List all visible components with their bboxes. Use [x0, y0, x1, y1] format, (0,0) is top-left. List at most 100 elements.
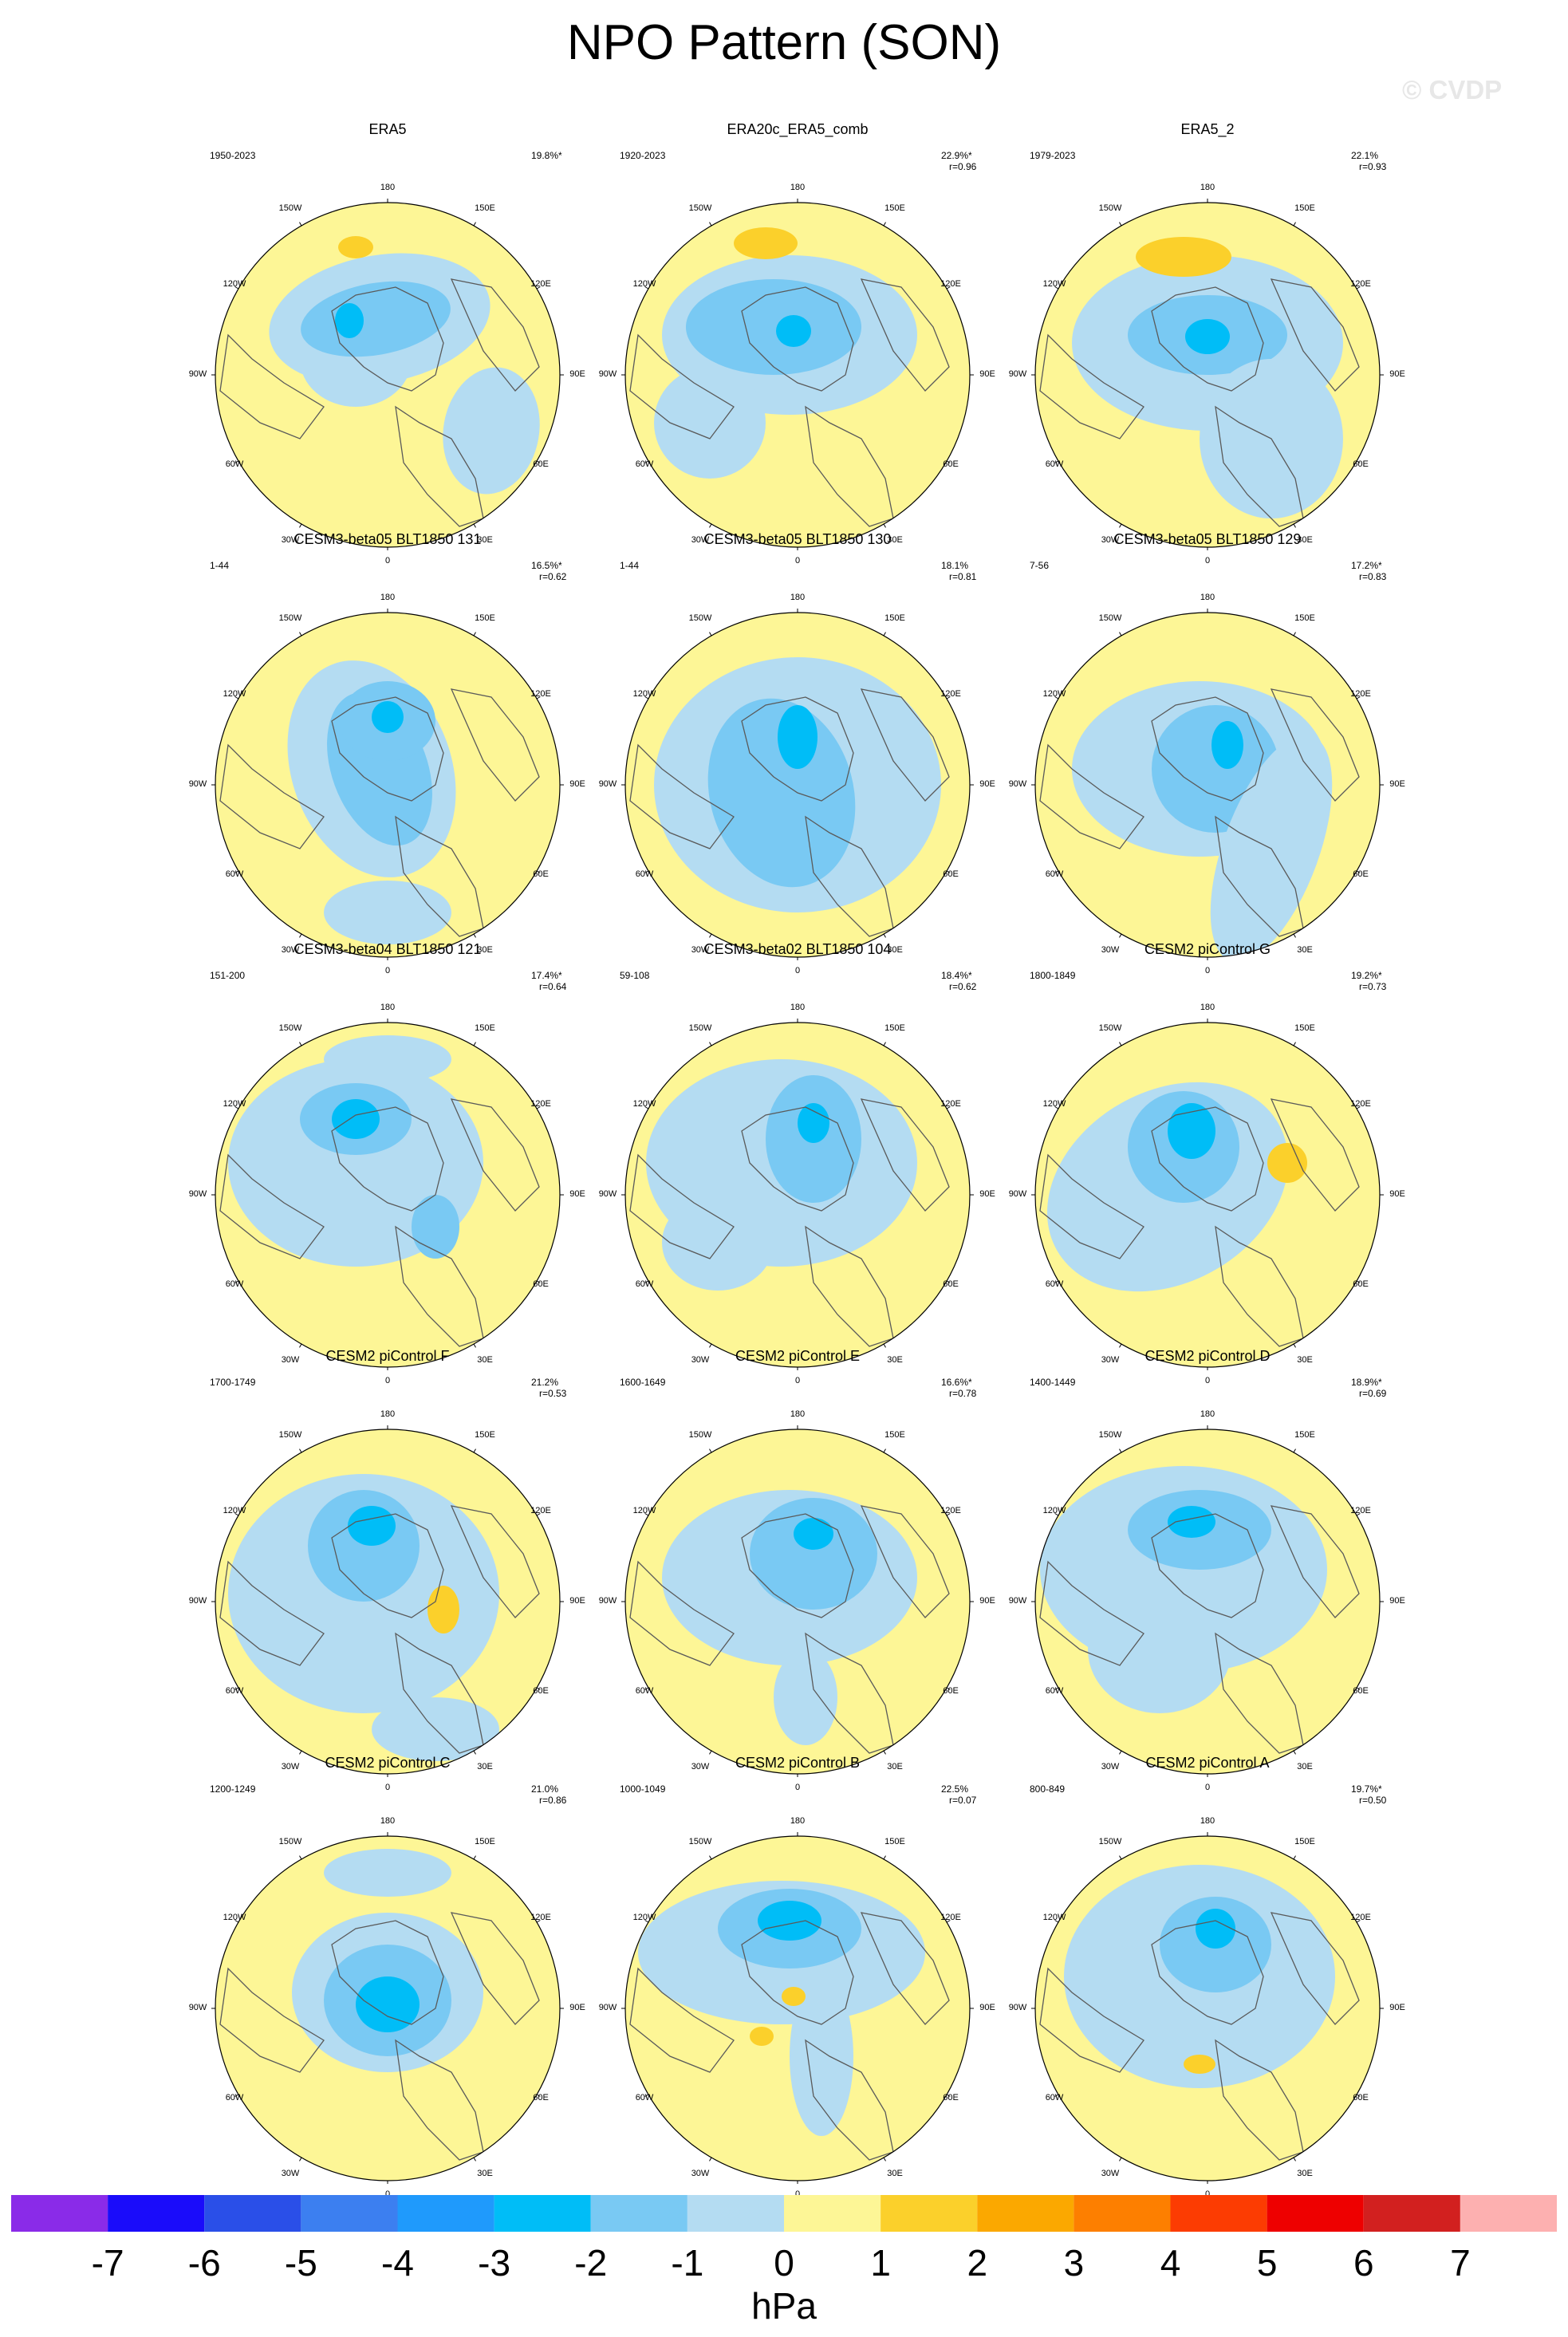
coastline	[629, 1560, 735, 1666]
longitude-tick	[299, 523, 302, 528]
longitude-label: 30W	[691, 2169, 710, 2178]
colorbar-swatch	[687, 2195, 784, 2232]
longitude-tick	[883, 1042, 886, 1046]
longitude-label: 120E	[940, 1506, 961, 1515]
longitude-label: 60E	[1353, 1686, 1369, 1696]
panel-correlation: r=0.81	[949, 571, 977, 582]
polar-map	[621, 1832, 974, 2184]
coastline	[219, 1967, 325, 2073]
longitude-tick	[1054, 696, 1059, 700]
longitude-label: 30W	[281, 2169, 300, 2178]
negative-anomaly-region	[790, 1976, 853, 2136]
longitude-label: 60E	[1353, 1279, 1369, 1289]
longitude-label: 30E	[1297, 945, 1313, 955]
longitude-tick	[644, 870, 649, 873]
longitude-tick	[1356, 1280, 1361, 1283]
longitude-label: 30W	[1101, 535, 1120, 545]
longitude-label: 30E	[477, 945, 493, 955]
negative-anomaly-region	[308, 1490, 420, 1602]
coastline	[629, 1967, 735, 2073]
longitude-label: 90W	[1008, 1596, 1027, 1606]
longitude-tick	[536, 286, 541, 290]
longitude-label: 150E	[475, 1430, 495, 1440]
longitude-tick	[1293, 1448, 1296, 1453]
longitude-label: 120W	[632, 1506, 656, 1515]
map-panel: ERA20c_ERA5_comb 1920-2023 22.9%* r=0.96 180…	[598, 120, 997, 566]
longitude-label: 60E	[533, 869, 549, 879]
longitude-label: 150E	[884, 1023, 905, 1033]
coastline	[450, 278, 540, 392]
longitude-tick	[644, 460, 649, 463]
longitude-tick	[1119, 933, 1122, 938]
colorbar-tick-label: -5	[284, 2242, 317, 2284]
panel-percent-variance: 21.0%	[531, 1783, 559, 1795]
panel-correlation: r=0.83	[1359, 571, 1387, 582]
longitude-label: 120E	[530, 1913, 551, 1922]
longitude-label: 30E	[887, 945, 903, 955]
longitude-tick	[234, 2094, 239, 2097]
longitude-tick	[644, 1106, 649, 1109]
longitude-label: 90W	[188, 369, 207, 379]
positive-anomaly-region	[734, 227, 798, 259]
panel-correlation: r=0.69	[1359, 1388, 1387, 1399]
negative-anomaly-region	[794, 1518, 833, 1550]
negative-anomaly-region	[758, 1901, 821, 1941]
longitude-tick	[1119, 1343, 1122, 1348]
longitude-label: 0	[384, 1783, 391, 1792]
longitude-tick	[1119, 1750, 1122, 1755]
longitude-tick	[709, 933, 712, 938]
panel-title: CESM2 piControl D	[1144, 1348, 1271, 1364]
longitude-tick	[1054, 1513, 1059, 1516]
longitude-label: 60E	[533, 459, 549, 469]
longitude-label: 0	[1204, 556, 1211, 566]
longitude-tick	[473, 2157, 476, 2162]
coastline	[331, 1920, 444, 2025]
colorbar-units: hPa	[751, 2285, 817, 2327]
longitude-tick	[536, 1687, 541, 1690]
longitude-tick	[1119, 632, 1122, 636]
longitude-tick	[473, 632, 476, 636]
longitude-tick	[536, 870, 541, 873]
longitude-label: 60W	[635, 1686, 654, 1696]
longitude-label: 120E	[530, 279, 551, 289]
longitude-tick	[536, 1106, 541, 1109]
longitude-label: 30W	[691, 945, 710, 955]
longitude-tick	[883, 1448, 886, 1453]
longitude-tick	[299, 632, 302, 636]
panel-percent-variance: 16.6%*	[941, 1377, 972, 1388]
longitude-tick	[473, 1343, 476, 1348]
colorbar-tick-label: -2	[574, 2242, 608, 2284]
longitude-tick	[883, 1750, 886, 1755]
longitude-tick	[946, 1280, 951, 1283]
longitude-label: 180	[790, 183, 806, 192]
map-panel: CESM2 piControl C 1200-1249 21.0% r=0.86 180…	[188, 1753, 587, 2199]
panel-correlation: r=0.07	[949, 1795, 977, 1806]
coastline	[741, 1513, 854, 1618]
longitude-label: 150W	[1098, 1837, 1122, 1846]
longitude-tick	[1119, 1855, 1122, 1860]
colorbar-swatch	[494, 2195, 591, 2232]
positive-anomaly-region	[750, 2027, 774, 2046]
map-panel: CESM3-beta05 BLT1850 130 1-44 18.1% r=0.81 1…	[598, 530, 997, 975]
panel-correlation: r=0.96	[949, 161, 977, 172]
longitude-label: 90W	[1008, 1189, 1027, 1199]
longitude-label: 60E	[943, 869, 959, 879]
panel-years: 1979-2023	[1030, 150, 1076, 161]
longitude-label: 30E	[477, 1762, 493, 1771]
longitude-label: 30E	[887, 1762, 903, 1771]
longitude-label: 90E	[979, 2003, 995, 2012]
colorbar-swatch	[108, 2195, 205, 2232]
longitude-tick	[946, 2094, 951, 2097]
longitude-label: 30E	[1297, 1762, 1313, 1771]
colorbar-tick-label: 7	[1450, 2242, 1471, 2284]
colorbar-swatch	[977, 2195, 1074, 2232]
coastline	[219, 1153, 325, 1259]
negative-anomaly-region	[686, 279, 861, 375]
negative-anomaly-region	[778, 705, 817, 769]
longitude-tick	[1293, 1042, 1296, 1046]
longitude-label: 0	[1204, 2189, 1211, 2199]
positive-anomaly-region	[338, 236, 373, 258]
longitude-label: 60E	[1353, 869, 1369, 879]
negative-anomaly-region	[324, 1035, 451, 1083]
longitude-label: 90W	[1008, 369, 1027, 379]
